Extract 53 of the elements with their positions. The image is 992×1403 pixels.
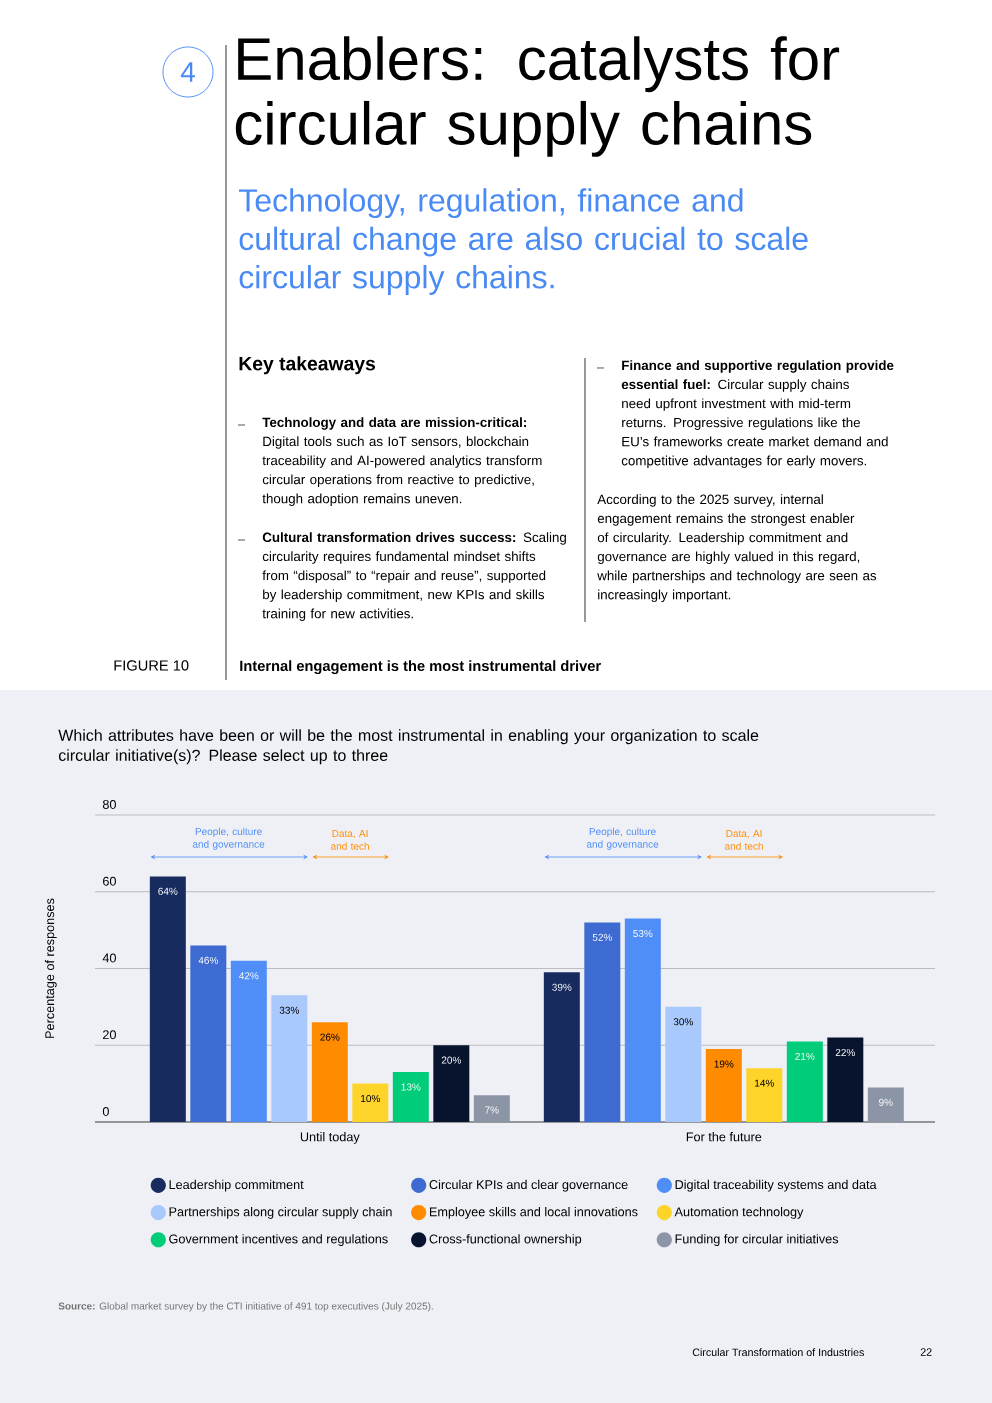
annotation: Data, AI and tech [331,830,369,850]
chart-subtitle: Which attributes have been or will be the most instrumental in enabling your organization to scale circular initiative(s)? Please select up to three [58,729,759,765]
annotation: Data, AI and tech [725,830,763,850]
data-label: 52% [592,933,612,941]
legend-label: Funding for circular initiatives [675,1234,839,1246]
data-label: 10% [361,1094,380,1103]
text: Key takeaways [239,356,376,375]
data-label: 7% [485,1106,499,1114]
y-axis-title: Percentage of responses [44,898,57,1038]
data-label: 64% [158,887,178,895]
legend-label: Leadership commitment [169,1179,304,1192]
data-label: 39% [552,983,572,991]
data-label: 30% [673,1018,693,1026]
data-label: 22% [835,1048,855,1056]
text: 4 [180,62,195,82]
data-label: 13% [401,1083,421,1091]
legend-label: Cross-functional ownership [429,1234,582,1246]
data-label: 42% [239,972,259,980]
legend-label: Digital traceability systems and data [675,1179,877,1192]
annotation: People, culture and governance [192,827,265,850]
y-tick-label: 0 [102,1106,109,1116]
text: Technology, regulation, finance and cultural change are also crucial to scale circular supply chains. [238,188,808,295]
text: Source: Global market survey by the CTI initiative of 491 top executives (July 2025). [58,1302,433,1312]
data-label: 20% [441,1056,461,1064]
legend-label: Employee skills and local innovations [429,1206,638,1219]
text: Technology and data are mission-critical: Digital tools such as IoT sensors, blockchain traceability and AI-powered analytics transform circular operations from reactive to predictive, though adoption remains uneven. [262,417,542,506]
data-label: 46% [198,956,218,964]
data-label: 9% [879,1098,893,1106]
text: Cultural transformation drives success: Scaling circularity requires fundamental mindset shifts from “disposal” to “repair and reuse”, supported by leadership commitment, new KPIs and skills training for new activities. [262,532,566,621]
text: Circular Transformation of Industries [692,1348,864,1357]
text: Enablers: catalysts for circular supply chains [235,36,840,157]
data-label: 21% [795,1052,815,1060]
text: Finance and supportive regulation provide essential fuel: Circular supply chains need upfront investment with mid-term returns. Progressive regulations like the EU’s frameworks create market demand and competitive advantages for early movers. [621,360,894,469]
y-tick-label: 20 [103,1030,116,1040]
legend-label: Government incentives and regulations [169,1234,388,1246]
y-tick-label: 60 [103,876,116,886]
legend-label: Partnerships along circular supply chain [169,1206,392,1219]
data-label: 53% [633,929,653,938]
annotation: People, culture and governance [586,827,659,850]
x-tick-label: Until today [300,1132,360,1144]
y-tick-label: 40 [102,953,116,963]
caption: FIGURE 10 [114,660,189,671]
legend-label: Automation technology [674,1206,804,1219]
data-label: 26% [320,1033,340,1041]
y-tick-label: 80 [102,799,116,809]
x-tick-label: For the future [686,1132,762,1142]
data-label: 33% [279,1006,299,1014]
data-label: 19% [714,1060,734,1068]
text: According to the 2025 survey, internal engagement remains the strongest enabler of circularity. Leadership commitment and governance are highly valued in this regard, while partnerships and technology are seen as increasingly important. [597,494,877,603]
data-label: 14% [755,1079,774,1087]
chart-title: Internal engagement is the most instrumental driver [240,660,601,674]
legend-label: Circular KPIs and clear governance [429,1179,628,1192]
text: 22 [920,1348,932,1356]
